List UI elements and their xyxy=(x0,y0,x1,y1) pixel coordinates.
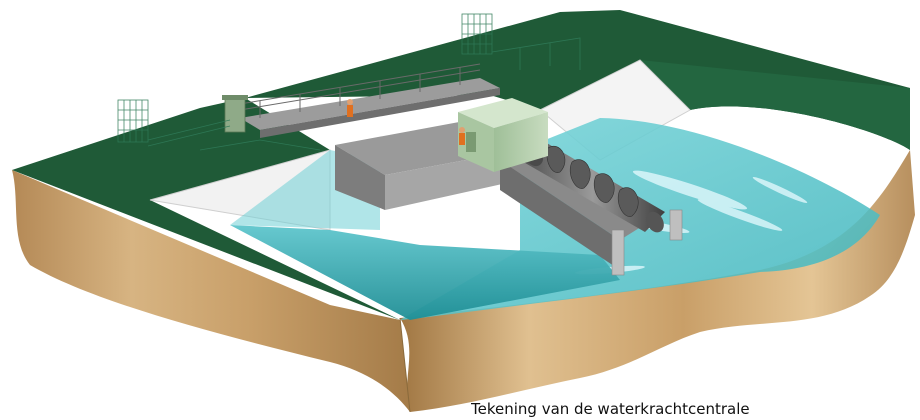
archimedes-screw-icon xyxy=(520,141,665,233)
screw-trough-side xyxy=(500,160,620,270)
soil-front-right xyxy=(400,150,915,412)
grass-right-slope xyxy=(640,60,910,150)
railing xyxy=(239,63,481,118)
grass-left xyxy=(12,98,400,320)
walkway xyxy=(240,78,500,130)
soil-front-left xyxy=(12,170,410,412)
grass-right xyxy=(245,10,910,150)
walkway-side xyxy=(260,88,500,138)
control-building-icon xyxy=(458,98,548,172)
section-outline xyxy=(399,317,411,413)
outlet-pillar-2 xyxy=(669,209,683,241)
upstream-pool xyxy=(230,225,620,320)
outlet-pillar-1 xyxy=(611,229,625,276)
control-cabinet-icon xyxy=(222,95,248,133)
worker-icon xyxy=(347,99,465,145)
fence-icon xyxy=(117,13,581,151)
figure-caption: Tekening van de waterkrachtcentrale xyxy=(471,400,750,418)
concrete-weir-front xyxy=(335,145,385,210)
